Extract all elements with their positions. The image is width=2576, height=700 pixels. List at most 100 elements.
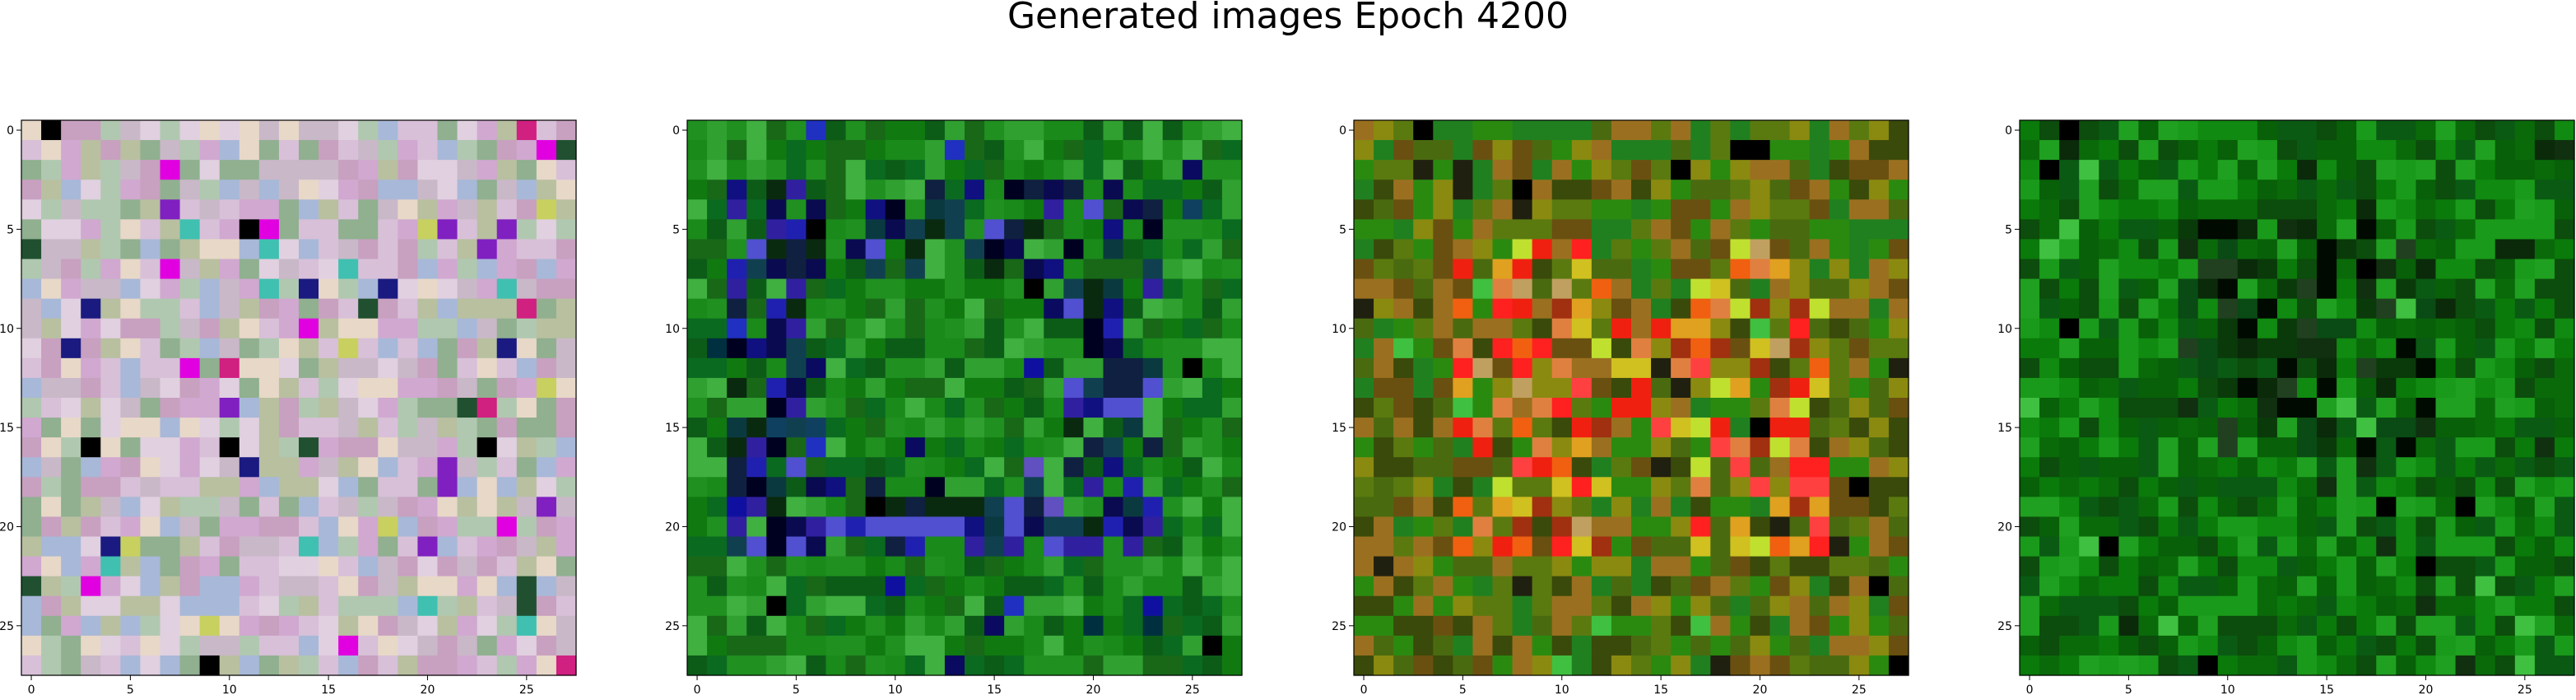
heatmap-cell	[259, 398, 280, 418]
heatmap-cell	[140, 259, 160, 280]
heatmap-cell	[438, 576, 458, 597]
heatmap-cell	[1472, 656, 1493, 676]
heatmap-cell	[1453, 576, 1473, 597]
heatmap-cell	[2456, 616, 2476, 637]
heatmap-cell	[1849, 656, 1870, 676]
heatmap-cell	[477, 497, 498, 517]
heatmap-cell	[925, 516, 946, 537]
heatmap-cell	[537, 516, 557, 537]
heatmap-cell	[766, 239, 787, 259]
heatmap-cell	[1393, 596, 1414, 617]
heatmap-cell	[556, 299, 577, 320]
heatmap-cell	[1453, 537, 1473, 558]
heatmap-cell	[1472, 557, 1493, 577]
heatmap-cell	[1183, 516, 1203, 537]
heatmap-cell	[2178, 616, 2199, 637]
heatmap-cell	[1222, 239, 1243, 259]
heatmap-cell	[1183, 497, 1203, 517]
heatmap-cell	[1651, 219, 1672, 240]
heatmap-cell	[120, 398, 141, 418]
heatmap-cell	[21, 319, 42, 339]
heatmap-cell	[2099, 180, 2119, 200]
heatmap-cell	[826, 160, 847, 180]
heatmap-cell	[945, 259, 965, 280]
heatmap-cell	[786, 557, 807, 577]
heatmap-cell	[2118, 219, 2139, 240]
heatmap-cell	[1143, 576, 1164, 597]
heatmap-cell	[866, 180, 886, 200]
heatmap-cell	[2020, 636, 2040, 656]
heatmap-cell	[984, 358, 1005, 379]
heatmap-cell	[378, 239, 398, 259]
heatmap-cell	[1631, 299, 1652, 320]
heatmap-cell	[1770, 656, 1791, 676]
heatmap-cell	[905, 537, 926, 558]
heatmap-cell	[1552, 516, 1573, 537]
heatmap-cell	[806, 299, 826, 320]
heatmap-cell	[497, 180, 518, 200]
heatmap-cell	[1143, 418, 1164, 438]
heatmap-cell	[1354, 358, 1374, 379]
heatmap-cell	[279, 338, 300, 359]
heatmap-cell	[2257, 338, 2278, 359]
heatmap-cell	[1472, 576, 1493, 597]
heatmap-cell	[2436, 180, 2457, 200]
heatmap-cell	[1104, 338, 1124, 359]
heatmap-cell	[2317, 319, 2337, 339]
heatmap-cell	[2099, 537, 2119, 558]
heatmap-cell	[398, 378, 418, 399]
heatmap-cell	[2238, 398, 2258, 418]
heatmap-cell	[1044, 180, 1064, 200]
heatmap-cell	[2297, 338, 2318, 359]
heatmap-cell	[120, 596, 141, 617]
heatmap-cell	[1104, 596, 1124, 617]
heatmap-cell	[905, 199, 926, 220]
heatmap-cell	[279, 636, 300, 656]
heatmap-cell	[41, 596, 62, 617]
heatmap-cell	[1730, 239, 1751, 259]
heatmap-cell	[2436, 160, 2457, 180]
heatmap-cell	[1123, 497, 1144, 517]
heatmap-cell	[220, 299, 240, 320]
heatmap-cell	[2495, 557, 2516, 577]
heatmap-cell	[2138, 477, 2159, 497]
heatmap-cell	[2416, 338, 2436, 359]
heatmap-cell	[1671, 378, 1691, 399]
heatmap-cell	[1611, 140, 1632, 161]
heatmap-cell	[220, 656, 240, 676]
heatmap-cell	[398, 219, 418, 240]
heatmap-cell	[160, 239, 181, 259]
heatmap-cell	[925, 180, 946, 200]
heatmap-cell	[2277, 616, 2298, 637]
heatmap-cell	[477, 636, 498, 656]
heatmap-cell	[2376, 319, 2397, 339]
heatmap-cell	[1770, 319, 1791, 339]
heatmap-cell	[1710, 418, 1731, 438]
heatmap-cell	[180, 516, 201, 537]
heatmap-cell	[81, 120, 101, 141]
heatmap-cell	[806, 338, 826, 359]
heatmap-cell	[1183, 457, 1203, 478]
heatmap-cell	[398, 636, 418, 656]
heatmap-cell	[1374, 338, 1394, 359]
heatmap-cell	[2476, 338, 2496, 359]
heatmap-cell	[2376, 338, 2397, 359]
heatmap-cell	[2118, 279, 2139, 300]
heatmap-cell	[2198, 180, 2219, 200]
heatmap-cell	[2555, 497, 2575, 517]
heatmap-cell	[786, 180, 807, 200]
heatmap-cell	[945, 279, 965, 300]
heatmap-cell	[1572, 160, 1593, 180]
heatmap-cell	[338, 378, 359, 399]
heatmap-cell	[2238, 477, 2258, 497]
heatmap-cell	[2456, 199, 2476, 220]
heatmap-cell	[2020, 180, 2040, 200]
heatmap-cell	[2535, 656, 2555, 676]
heatmap-cell	[2178, 477, 2199, 497]
heatmap-cell	[2476, 378, 2496, 399]
heatmap-cell	[826, 239, 847, 259]
heatmap-cell	[180, 636, 201, 656]
heatmap-cell	[2079, 596, 2099, 617]
heatmap-cell	[1163, 457, 1183, 478]
heatmap-cell	[2356, 418, 2377, 438]
